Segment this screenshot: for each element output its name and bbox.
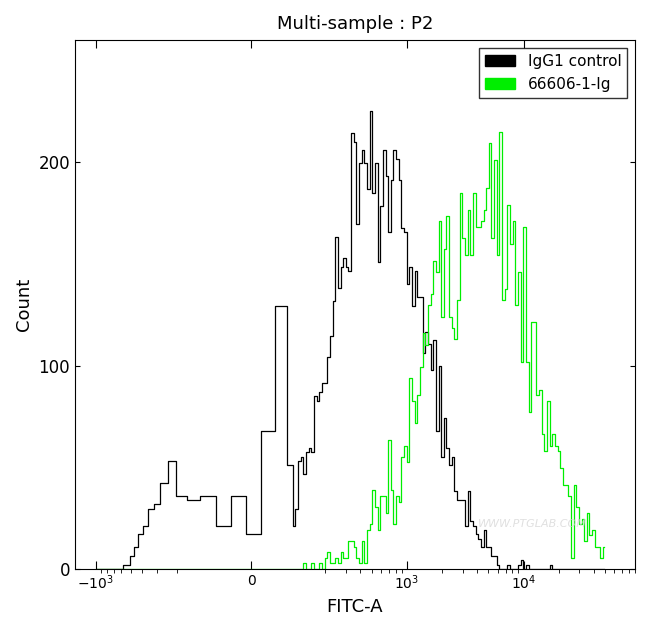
66606-1-Ig <box>279 565 287 573</box>
Text: WWW.PTGLAB.COM: WWW.PTGLAB.COM <box>478 519 587 529</box>
66606-1-Ig <box>497 128 504 136</box>
IgG1 control <box>367 107 375 115</box>
IgG1 control <box>407 263 415 271</box>
IgG1 control <box>452 488 460 495</box>
IgG1 control <box>489 552 497 560</box>
66606-1-Ig <box>396 498 404 505</box>
Legend: IgG1 control, 66606-1-Ig: IgG1 control, 66606-1-Ig <box>478 48 627 98</box>
Line: IgG1 control: IgG1 control <box>97 111 604 569</box>
IgG1 control <box>93 565 101 573</box>
IgG1 control <box>118 565 125 573</box>
66606-1-Ig <box>600 543 608 550</box>
66606-1-Ig <box>449 324 457 332</box>
66606-1-Ig <box>93 565 101 573</box>
IgG1 control <box>600 565 608 573</box>
66606-1-Ig <box>486 139 494 146</box>
Y-axis label: Count: Count <box>15 278 33 331</box>
X-axis label: FITC-A: FITC-A <box>327 598 383 616</box>
IgG1 control <box>399 224 407 232</box>
IgG1 control <box>279 302 287 309</box>
Line: 66606-1-Ig: 66606-1-Ig <box>97 132 604 569</box>
66606-1-Ig <box>404 459 412 466</box>
Title: Multi-sample : P2: Multi-sample : P2 <box>277 15 433 33</box>
66606-1-Ig <box>118 565 125 573</box>
